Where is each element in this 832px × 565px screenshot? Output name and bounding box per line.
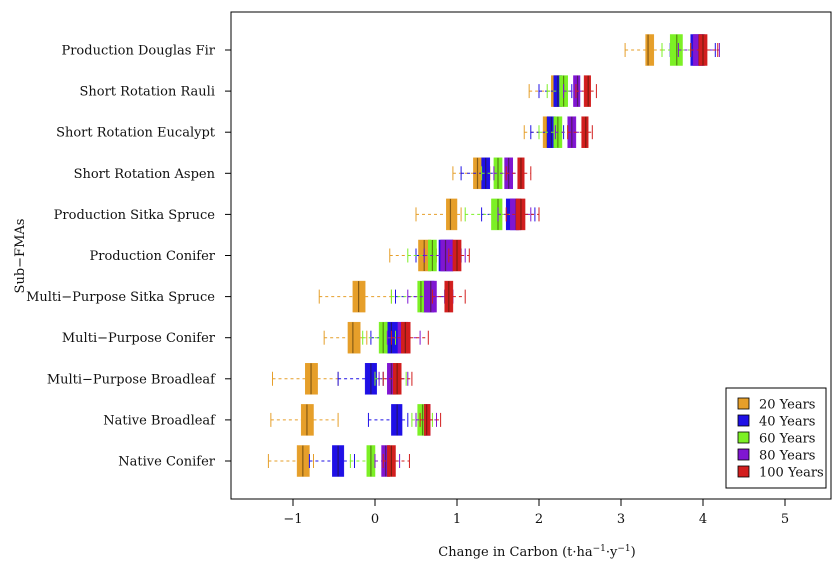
y-axis-label: Sub−FMAs — [13, 219, 28, 294]
box-group — [575, 75, 597, 107]
legend-swatch — [737, 414, 750, 427]
category-labels: Production Douglas Fir Short Rotation Rau… — [26, 44, 231, 470]
x-tick-label: 1 — [453, 512, 461, 527]
box-group — [505, 198, 540, 231]
category-label: Short Rotation Rauli — [79, 85, 215, 100]
box-group — [390, 321, 429, 354]
category-label: Multi−Purpose Conifer — [62, 331, 216, 346]
box-group — [308, 445, 355, 477]
legend-swatch — [737, 465, 750, 478]
x-tick-label: 0 — [371, 512, 379, 527]
box-group — [323, 321, 368, 354]
box-iqr — [581, 116, 589, 148]
box-group — [624, 34, 663, 66]
box-group — [272, 363, 339, 395]
box-group — [349, 445, 384, 477]
box-group — [567, 116, 593, 148]
box-iqr — [347, 321, 361, 354]
box-group — [419, 404, 442, 436]
category-label: Native Conifer — [118, 455, 215, 470]
box-group — [690, 34, 719, 66]
x-tick-label: 3 — [617, 512, 625, 527]
legend-swatch — [737, 431, 750, 444]
box-series — [267, 34, 720, 477]
legend-label: 100 Years — [759, 466, 824, 481]
x-axis-label-sup-1: −1 — [593, 544, 606, 554]
legend-swatch — [737, 397, 750, 410]
category-label: Short Rotation Eucalypt — [56, 126, 216, 141]
box-iqr — [491, 198, 503, 231]
legend-swatch — [737, 448, 750, 461]
legend-label: 80 Years — [759, 449, 815, 464]
category-label: Multi−Purpose Sitka Spruce — [26, 290, 215, 305]
box-group — [448, 239, 470, 272]
category-label: Production Conifer — [90, 249, 216, 264]
box-group — [423, 239, 466, 272]
legend-label: 40 Years — [759, 415, 815, 430]
x-axis-label-close: ) — [631, 545, 636, 560]
legend-label: 60 Years — [759, 432, 815, 447]
category-label: Production Douglas Fir — [61, 44, 215, 59]
x-axis-label: Change in Carbon (t·ha−1·y−1) — [438, 544, 636, 560]
x-axis-label-sup-2: −1 — [617, 544, 630, 554]
box-iqr — [583, 75, 591, 107]
category-label: Multi−Purpose Broadleaf — [47, 372, 216, 387]
box-group — [270, 404, 339, 436]
category-label: Production Sitka Spruce — [54, 208, 216, 223]
x-axis: −1 0 1 2 3 4 5 — [283, 498, 789, 527]
box-group — [382, 363, 413, 395]
box-group — [415, 198, 462, 231]
legend: 20 Years 40 Years 60 Years 80 Years 100 Year… — [725, 387, 827, 489]
box-group — [382, 445, 410, 477]
x-axis-label-mid: ·y — [606, 545, 618, 560]
box-group — [431, 280, 466, 313]
box-group — [367, 404, 409, 436]
box-group — [505, 157, 532, 190]
category-label: Native Broadleaf — [103, 413, 216, 428]
box-group — [318, 280, 392, 313]
x-tick-label: 4 — [699, 512, 707, 527]
legend-label: 20 Years — [759, 398, 815, 413]
x-axis-label-base: Change in Carbon (t·ha — [438, 545, 593, 560]
category-label: Short Rotation Aspen — [74, 167, 216, 182]
box-group — [267, 445, 314, 477]
x-tick-label: −1 — [283, 512, 302, 527]
x-tick-label: 5 — [781, 512, 789, 527]
box-iqr — [446, 198, 458, 231]
box-iqr — [645, 34, 655, 66]
x-tick-label: 2 — [535, 512, 543, 527]
